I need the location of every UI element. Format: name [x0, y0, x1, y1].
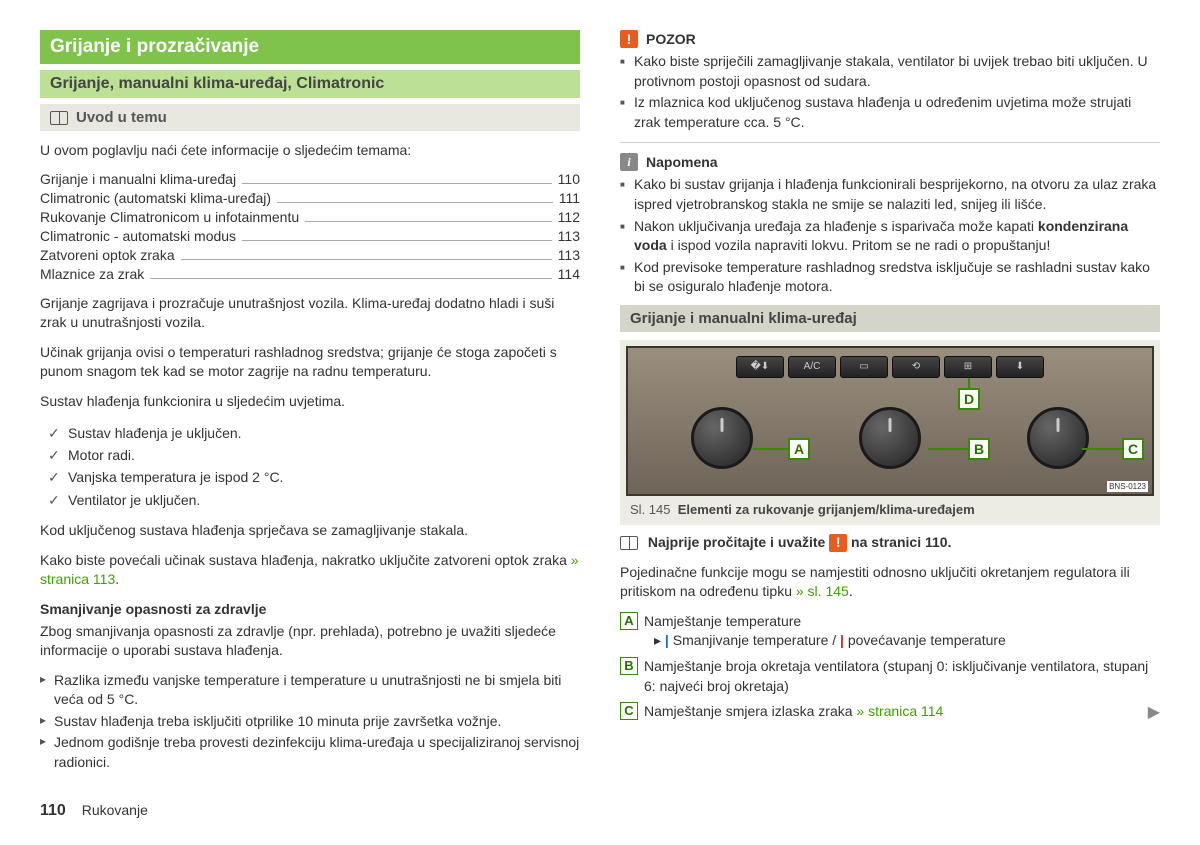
list-item: Iz mlaznica kod uključenog sustava hlađe…: [620, 93, 1160, 132]
sub-heading: Grijanje, manualni klima-uređaj, Climatr…: [40, 70, 580, 98]
body-para: Kako biste povećali učinak sustava hlađe…: [40, 551, 580, 590]
legend-item: A Namještanje temperature ▸ | Smanjivanj…: [620, 612, 1160, 651]
dial-row: [628, 382, 1152, 494]
callout-b: B: [968, 438, 990, 460]
direction-dial: [1027, 407, 1089, 469]
list-item: Nakon uključivanja uređaja za hlađenje s…: [620, 217, 1160, 256]
list-item: Razlika između vanjske temperature i tem…: [40, 671, 580, 710]
panel-button: A/C: [788, 356, 836, 378]
list-item: Sustav hlađenja treba isključiti otprili…: [40, 712, 580, 732]
body-para: Sustav hlađenja funkcionira u sljedećim …: [40, 392, 580, 412]
body-para: Zbog smanjivanja opasnosti za zdravlje (…: [40, 622, 580, 661]
section-heading: Grijanje i manualni klima-uređaj: [620, 305, 1160, 332]
figure-caption: Sl. 145 Elementi za rukovanje grijanjem/…: [626, 496, 1154, 519]
toc-row[interactable]: Mlaznice za zrak114: [40, 266, 580, 282]
book-icon: [50, 111, 68, 125]
ref-a: A: [620, 612, 638, 630]
toc-row[interactable]: Climatronic (automatski klima-uređaj)111: [40, 190, 580, 206]
page-label: Rukovanje: [82, 802, 148, 818]
panel-button: ⟲: [892, 356, 940, 378]
body-para: Grijanje zagrijava i prozračuje unutrašn…: [40, 294, 580, 333]
divider: [620, 142, 1160, 143]
figure-id: BNS-0123: [1107, 481, 1148, 492]
fan-dial: [859, 407, 921, 469]
temp-dial: [691, 407, 753, 469]
panel-button: �⬇: [736, 356, 784, 378]
book-icon: [620, 536, 638, 550]
page-number: 110: [40, 802, 66, 819]
napomena-heading: i Napomena: [620, 153, 1160, 171]
pozor-heading: ! POZOR: [620, 30, 1160, 48]
pozor-list: Kako biste spriječili zamagljivanje stak…: [620, 52, 1160, 132]
body-para: Kod uključenog sustava hlađenja sprječav…: [40, 521, 580, 541]
continue-icon: ▶: [1148, 702, 1160, 724]
button-row: �⬇ A/C ▭ ⟲ ⊞ ⬇: [628, 348, 1152, 382]
body-para: Učinak grijanja ovisi o temperaturi rash…: [40, 343, 580, 382]
napomena-label: Napomena: [646, 154, 718, 170]
list-item: Jednom godišnje treba provesti dezinfekc…: [40, 733, 580, 772]
health-title: Smanjivanje opasnosti za zdravlje: [40, 600, 580, 620]
read-first: Najprije pročitajte i uvažite ! na stran…: [620, 533, 1160, 553]
legend-item: C Namještanje smjera izlaska zraka » str…: [620, 702, 1160, 724]
list-item: Sustav hlađenja je uključen.: [40, 422, 580, 444]
info-icon: i: [620, 153, 638, 171]
toc-label: Grijanje i manualni klima-uređaj: [40, 171, 236, 187]
body-para: Pojedinačne funkcije mogu se namjestiti …: [620, 563, 1160, 602]
panel-button: ▭: [840, 356, 888, 378]
toc: Grijanje i manualni klima-uređaj 110 Clim…: [40, 171, 580, 282]
list-item: Kod previsoke temperature rashladnog sre…: [620, 258, 1160, 297]
panel-button: ⬇: [996, 356, 1044, 378]
page-footer: 110 Rukovanje: [40, 802, 148, 820]
right-column: ! POZOR Kako biste spriječili zamagljiva…: [620, 30, 1160, 815]
panel-button: ⊞: [944, 356, 992, 378]
callout-c: C: [1122, 438, 1144, 460]
list-item: Ventilator je uključen.: [40, 489, 580, 511]
list-item: Kako bi sustav grijanja i hlađenja funkc…: [620, 175, 1160, 214]
conditions-list: Sustav hlađenja je uključen. Motor radi.…: [40, 422, 580, 512]
toc-row[interactable]: Climatronic - automatski modus113: [40, 228, 580, 244]
figure: �⬇ A/C ▭ ⟲ ⊞ ⬇ A B C D BNS-0123: [620, 340, 1160, 525]
pozor-label: POZOR: [646, 31, 696, 47]
toc-row[interactable]: Zatvoreni optok zraka113: [40, 247, 580, 263]
warning-icon: !: [829, 534, 847, 552]
intro-para: U ovom poglavlju naći ćete informacije o…: [40, 141, 580, 161]
toc-row[interactable]: Grijanje i manualni klima-uređaj 110: [40, 171, 580, 187]
controls-legend: A Namještanje temperature ▸ | Smanjivanj…: [620, 612, 1160, 725]
callout-d: D: [958, 388, 980, 410]
callout-a: A: [788, 438, 810, 460]
list-item: Kako biste spriječili zamagljivanje stak…: [620, 52, 1160, 91]
climate-panel-image: �⬇ A/C ▭ ⟲ ⊞ ⬇ A B C D BNS-0123: [626, 346, 1154, 496]
main-heading: Grijanje i prozračivanje: [40, 30, 580, 64]
legend-item: B Namještanje broja okretaja ventilatora…: [620, 657, 1160, 696]
intro-heading: Uvod u temu: [40, 104, 580, 131]
ref-b: B: [620, 657, 638, 675]
toc-row[interactable]: Rukovanje Climatronicom u infotainmentu1…: [40, 209, 580, 225]
list-item: Motor radi.: [40, 444, 580, 466]
health-list: Razlika između vanjske temperature i tem…: [40, 671, 580, 773]
warning-icon: !: [620, 30, 638, 48]
intro-heading-text: Uvod u temu: [76, 109, 167, 126]
napomena-list: Kako bi sustav grijanja i hlađenja funkc…: [620, 175, 1160, 297]
ref-c: C: [620, 702, 638, 720]
page-link[interactable]: » stranica 114: [856, 703, 943, 719]
list-item: Vanjska temperatura je ispod 2 °C.: [40, 466, 580, 488]
left-column: Grijanje i prozračivanje Grijanje, manua…: [40, 30, 580, 815]
toc-page: 110: [558, 171, 580, 187]
figure-link[interactable]: » sl. 145: [796, 583, 849, 599]
